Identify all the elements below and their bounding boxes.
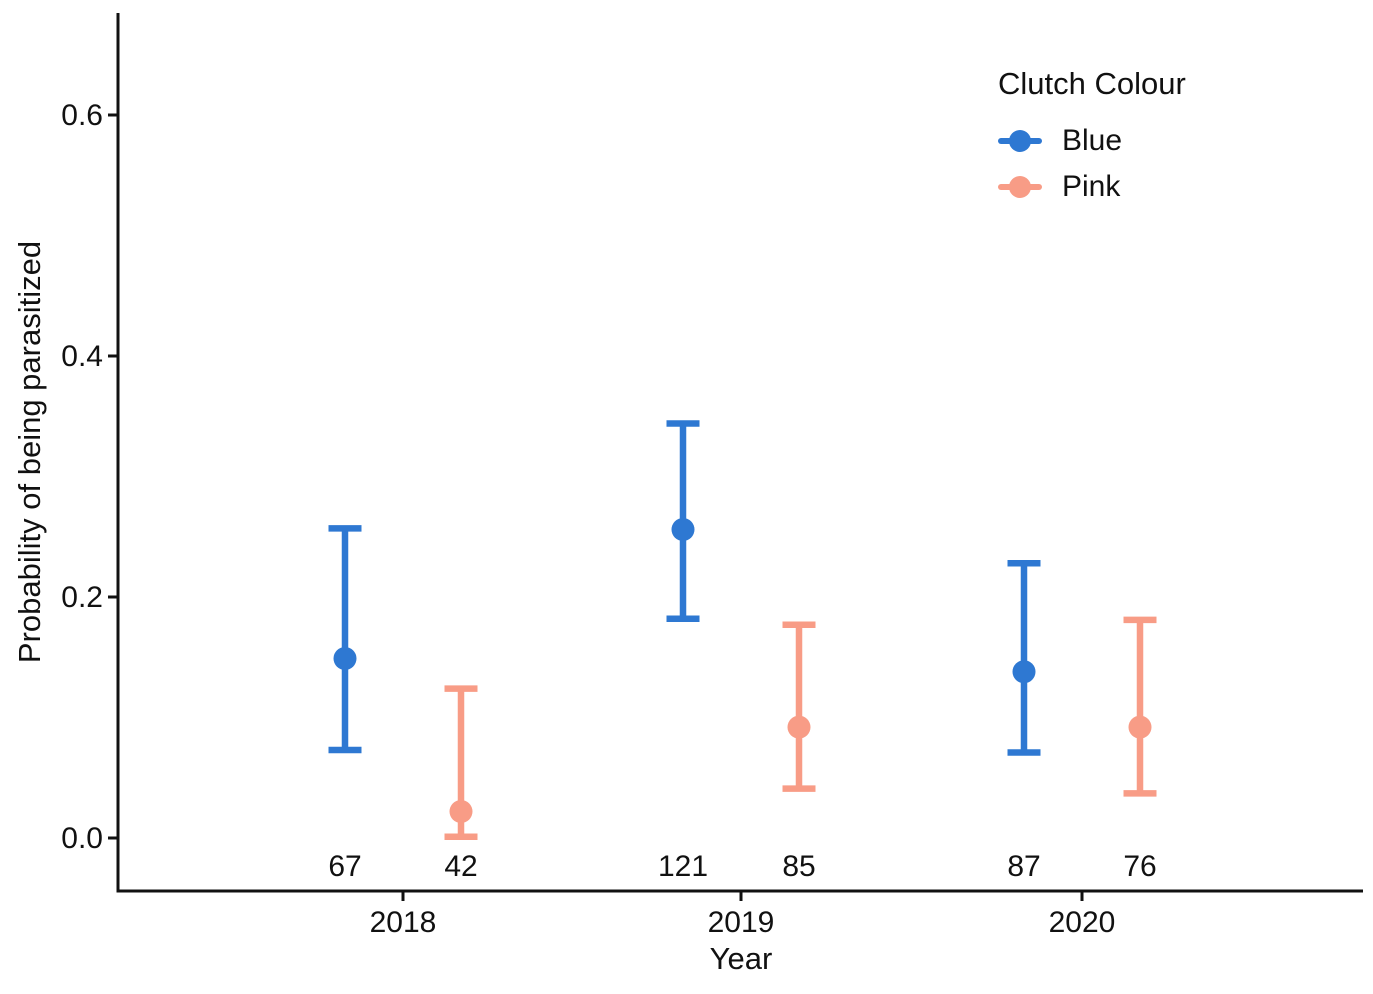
- point-estimate-blue-2020: [1012, 660, 1036, 684]
- legend-label-blue: Blue: [1062, 124, 1123, 157]
- point-estimate-pink-2018: [449, 799, 473, 823]
- x-axis-title: Year: [709, 941, 773, 976]
- y-axis-title: Probability of being parasitized: [12, 240, 47, 664]
- sample-size-label: 85: [782, 850, 815, 883]
- x-tick-label: 2019: [708, 906, 775, 939]
- y-tick-label: 0.0: [61, 822, 103, 855]
- sample-size-label: 121: [658, 850, 708, 883]
- y-tick-label: 0.6: [61, 99, 103, 132]
- key-dot: [1009, 176, 1031, 198]
- sample-size-label: 76: [1123, 850, 1156, 883]
- y-tick-label: 0.2: [61, 581, 103, 614]
- legend: Clutch Colour Blue Pink: [998, 66, 1186, 210]
- point-estimate-pink-2019: [787, 715, 811, 739]
- blue-pointrange-key-icon: [998, 129, 1042, 153]
- sample-size-label: 87: [1007, 850, 1040, 883]
- point-estimate-pink-2020: [1128, 715, 1152, 739]
- point-estimate-blue-2019: [671, 518, 695, 542]
- key-dot: [1009, 130, 1031, 152]
- pink-pointrange-key-icon: [998, 175, 1042, 199]
- legend-title: Clutch Colour: [998, 66, 1186, 101]
- legend-label-pink: Pink: [1062, 170, 1121, 203]
- sample-size-label: 42: [444, 850, 477, 883]
- x-tick-label: 2020: [1049, 906, 1116, 939]
- legend-entry-pink: Pink: [998, 164, 1186, 210]
- legend-entry-blue: Blue: [998, 118, 1186, 164]
- point-estimate-blue-2018: [333, 646, 357, 670]
- y-tick-label: 0.4: [61, 340, 103, 373]
- x-tick-label: 2018: [370, 906, 437, 939]
- sample-size-label: 67: [328, 850, 361, 883]
